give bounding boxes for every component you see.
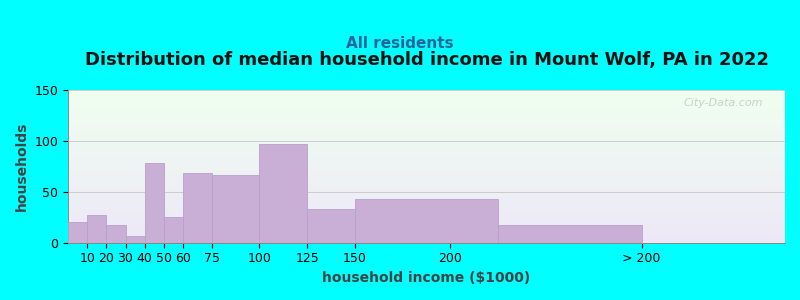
- Bar: [87, 215, 106, 243]
- Bar: [145, 163, 164, 243]
- Text: City-Data.com: City-Data.com: [684, 98, 763, 108]
- Bar: [307, 209, 355, 243]
- Bar: [259, 144, 307, 243]
- Bar: [498, 225, 642, 243]
- Bar: [126, 236, 145, 243]
- Text: All residents: All residents: [346, 36, 454, 51]
- Bar: [106, 225, 126, 243]
- Bar: [68, 222, 87, 243]
- Bar: [164, 217, 183, 243]
- Y-axis label: households: households: [15, 122, 29, 211]
- Bar: [211, 175, 259, 243]
- Bar: [355, 199, 498, 243]
- X-axis label: household income ($1000): household income ($1000): [322, 271, 530, 285]
- Title: Distribution of median household income in Mount Wolf, PA in 2022: Distribution of median household income …: [85, 51, 769, 69]
- Bar: [183, 173, 211, 243]
